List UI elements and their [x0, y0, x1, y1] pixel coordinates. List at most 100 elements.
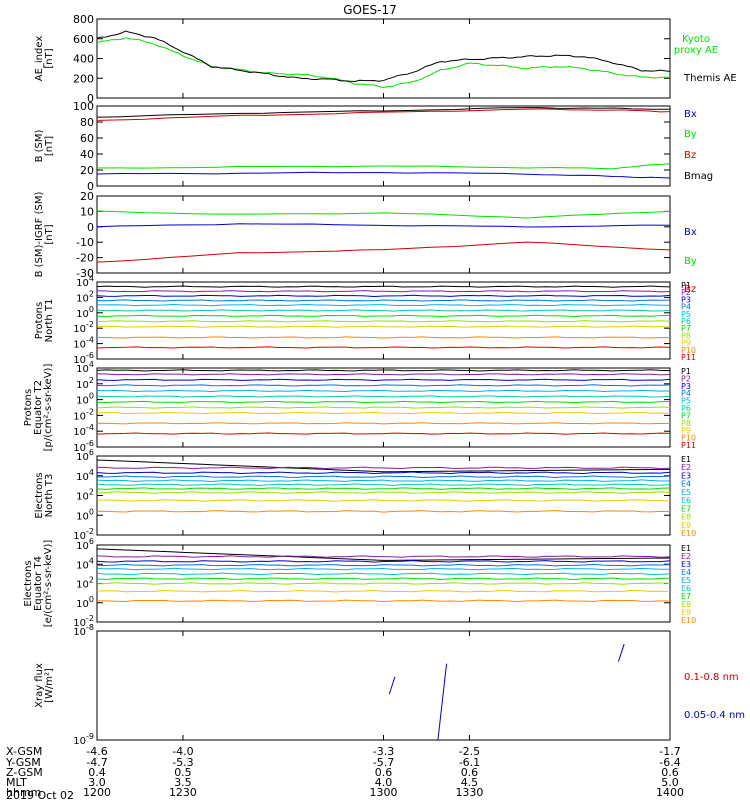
y-tick-label: 10-6	[73, 351, 94, 366]
series-bx	[96, 223, 671, 228]
legend-e6: E6	[681, 496, 691, 505]
series-e1	[96, 459, 671, 473]
series-e4	[96, 475, 671, 478]
legend-p3: P3	[681, 382, 691, 391]
y-tick-label: 102	[76, 376, 94, 391]
y-tick-label: 20	[80, 164, 94, 177]
axis-row-value: -5.7	[373, 756, 394, 769]
axis-row-value: -3.3	[373, 745, 394, 758]
series-p11	[96, 346, 671, 349]
y-tick-label: 10-2	[73, 320, 94, 335]
y-tick-label: 106	[76, 448, 94, 463]
series-p9	[96, 411, 671, 415]
axis-row-label: Z-GSM	[6, 766, 43, 779]
y-axis-label-line: [nT]	[44, 48, 55, 68]
series-p1	[96, 285, 671, 288]
panel-frame	[96, 105, 671, 187]
series-p4	[96, 384, 671, 387]
axis-row-value: -4.6	[86, 745, 107, 758]
axis-row-value: 1230	[169, 786, 197, 799]
axis-row-value: -1.7	[659, 745, 680, 758]
panel-bdiff	[96, 195, 671, 274]
legend-p8: P8	[681, 419, 691, 428]
series-bz	[96, 241, 671, 263]
legend-e4: E4	[681, 568, 691, 577]
y-tick-label: 40	[80, 148, 94, 161]
y-axis-label: Xray flux [W/m²]	[34, 663, 55, 708]
y-axis-label: Electrons North T3	[34, 472, 55, 518]
y-tick-label: 10-2	[73, 614, 94, 629]
legend-e9: E9	[681, 608, 691, 617]
y-tick-label: 104	[76, 360, 94, 375]
legend-p6: P6	[681, 317, 691, 326]
axis-row-value: -6.1	[459, 756, 480, 769]
legend-bd-by: By	[684, 256, 697, 267]
y-tick-label: 800	[73, 13, 94, 26]
axis-row-value: 5.0	[661, 776, 679, 789]
y-tick-label: 0	[87, 92, 94, 105]
series-e1	[96, 548, 671, 561]
legend-e2: E2	[681, 463, 691, 472]
legend-p6: P6	[681, 404, 691, 413]
axis-row-label: X-GSM	[6, 745, 42, 758]
series-p6	[96, 309, 671, 312]
y-axis-label: B (SM)-IGRF (SM) [nT]	[34, 192, 55, 278]
y-tick-label: 100	[76, 305, 94, 320]
legend-kyoto-proxy-ae: Kyoto	[682, 34, 710, 45]
y-axis-label-line: [W/m²]	[44, 668, 55, 703]
axis-row-value: 1300	[370, 786, 398, 799]
series-themis-ae	[96, 30, 671, 82]
series-0-05-0-4-nm-segment	[437, 663, 448, 741]
axis-row-value: 1200	[83, 786, 111, 799]
series-p5	[96, 389, 671, 393]
y-axis-label-line: [nT]	[44, 136, 55, 156]
series-p5	[96, 303, 671, 307]
y-axis-label: AE_index [nT]	[34, 36, 55, 82]
axis-row-value: 1330	[455, 786, 483, 799]
legend-p11: P11	[681, 441, 696, 450]
series-bz	[96, 108, 671, 121]
y-tick-label: 20	[80, 190, 94, 203]
y-axis-label-line: Protons	[34, 302, 45, 339]
y-tick-label: 0	[87, 180, 94, 193]
y-tick-label: 600	[73, 33, 94, 46]
series-by	[96, 210, 671, 219]
y-tick-label: 100	[76, 392, 94, 407]
panel-en: 106 104 102 100 10-2	[73, 448, 671, 542]
axis-row-value: 3.0	[88, 776, 106, 789]
y-axis-label: Electrons Equator T4 [e/(cm²-s-sr-keV)]	[23, 540, 54, 628]
legend-e1: E1	[681, 544, 691, 553]
y-axis-label-line: [p/(cm²-s-sr-keV)]	[43, 364, 54, 452]
legend-b-by: By	[684, 129, 697, 140]
y-tick-label: 10-2	[73, 407, 94, 422]
axis-row-label: MLT	[6, 776, 27, 789]
series-e2	[96, 555, 671, 558]
y-axis-label-line: [e/(cm²-s-sr-keV)]	[43, 540, 54, 628]
axis-row-value: -4.7	[86, 756, 107, 769]
legend-p4: P4	[681, 303, 691, 312]
legend-p9: P9	[681, 426, 691, 435]
axis-row-value: 3.5	[174, 776, 192, 789]
legend-p8: P8	[681, 331, 691, 340]
y-axis-label-line: Equator T2	[33, 380, 44, 435]
panel-ae	[96, 18, 671, 99]
y-tick-label: 104	[76, 274, 94, 289]
series-e8	[96, 582, 671, 585]
legend-p10: P10	[681, 346, 696, 355]
legend-p1: P1	[681, 281, 691, 290]
legend-p1: P1	[681, 367, 691, 376]
y-tick-label: 10-4	[73, 423, 94, 438]
legend-p7: P7	[681, 411, 691, 420]
axis-row-label: Y-GSM	[5, 756, 41, 769]
y-tick-label: 100	[76, 595, 94, 610]
series-bmag	[96, 107, 671, 118]
axis-row-value: 1400	[656, 786, 684, 799]
axis-row-value: 4.0	[375, 776, 393, 789]
y-tick-label: -20	[76, 252, 94, 265]
series-p3	[96, 294, 671, 297]
series-kyoto	[96, 37, 671, 89]
series-p8	[96, 406, 671, 409]
legend-e7: E7	[681, 592, 691, 601]
series-e9	[96, 499, 671, 502]
legend-e5: E5	[681, 576, 691, 585]
